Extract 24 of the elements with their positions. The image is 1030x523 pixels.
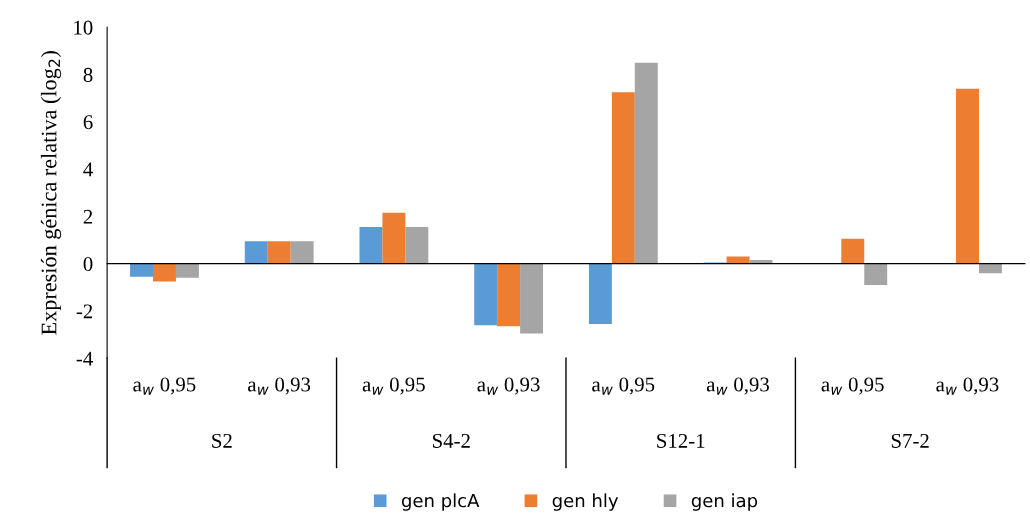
y-tick-label: 10 — [74, 20, 93, 35]
y-tick-label: -4 — [76, 351, 93, 366]
x-tick-label: a$_{w}$ 0,95 — [592, 377, 655, 395]
text: S2 — [212, 433, 232, 448]
legend-label: gen hly — [552, 493, 619, 511]
y-tick-label: 2 — [83, 209, 93, 224]
y-tick-label: 4 — [83, 162, 93, 177]
text: S4-2 — [432, 433, 470, 448]
x-tick-label: a$_{w}$ 0,93 — [706, 377, 769, 395]
x-tick-label: a$_{w}$ 0,93 — [936, 377, 999, 395]
x-tick-label: a$_{w}$ 0,95 — [362, 377, 425, 395]
y-tick-label: 0 — [83, 257, 93, 272]
x-tick-label: a$_{w}$ 0,95 — [821, 377, 884, 395]
x-tick-label: a$_{w}$ 0,95 — [133, 377, 196, 395]
text: S7-2 — [891, 433, 929, 448]
legend-label: gen plcA — [401, 493, 480, 511]
legend-label: gen iap — [691, 493, 758, 511]
y-tick-label: -2 — [76, 304, 93, 319]
text: S12-1 — [657, 433, 705, 448]
y-axis-title: Expresión génica relativa (log$_{2}$) — [40, 51, 62, 335]
y-tick-label: 6 — [83, 115, 93, 130]
x-tick-label: a$_{w}$ 0,93 — [248, 377, 311, 395]
y-tick-label: 8 — [83, 67, 93, 82]
x-tick-label: a$_{w}$ 0,93 — [477, 377, 540, 395]
